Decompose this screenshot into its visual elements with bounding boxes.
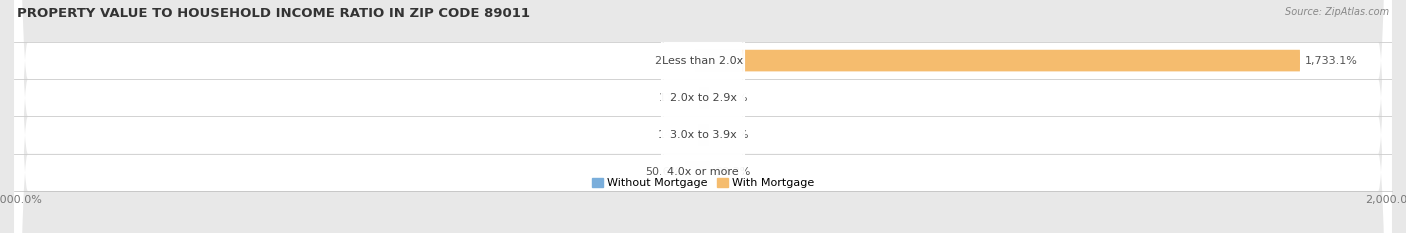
FancyBboxPatch shape: [699, 87, 703, 109]
FancyBboxPatch shape: [14, 0, 1392, 233]
FancyBboxPatch shape: [14, 0, 1392, 233]
Text: Source: ZipAtlas.com: Source: ZipAtlas.com: [1285, 7, 1389, 17]
FancyBboxPatch shape: [697, 124, 703, 146]
FancyBboxPatch shape: [703, 162, 710, 183]
Text: 1,733.1%: 1,733.1%: [1305, 56, 1358, 65]
Legend: Without Mortgage, With Mortgage: Without Mortgage, With Mortgage: [592, 178, 814, 188]
Text: 4.0x or more: 4.0x or more: [668, 168, 738, 177]
FancyBboxPatch shape: [703, 50, 1301, 71]
FancyBboxPatch shape: [703, 124, 709, 146]
Text: PROPERTY VALUE TO HOUSEHOLD INCOME RATIO IN ZIP CODE 89011: PROPERTY VALUE TO HOUSEHOLD INCOME RATIO…: [17, 7, 530, 20]
Text: 3.0x to 3.9x: 3.0x to 3.9x: [669, 130, 737, 140]
FancyBboxPatch shape: [14, 0, 1392, 233]
FancyBboxPatch shape: [661, 0, 745, 233]
Text: 14.4%: 14.4%: [658, 130, 693, 140]
Text: 50.6%: 50.6%: [645, 168, 681, 177]
Text: 2.0x to 2.9x: 2.0x to 2.9x: [669, 93, 737, 103]
FancyBboxPatch shape: [703, 87, 709, 109]
FancyBboxPatch shape: [661, 0, 745, 233]
Text: Less than 2.0x: Less than 2.0x: [662, 56, 744, 65]
FancyBboxPatch shape: [661, 0, 745, 233]
FancyBboxPatch shape: [695, 50, 703, 71]
Text: 20.3%: 20.3%: [716, 168, 751, 177]
Text: 23.0%: 23.0%: [655, 56, 690, 65]
FancyBboxPatch shape: [14, 0, 1392, 233]
Text: 14.9%: 14.9%: [713, 93, 749, 103]
Text: 11.5%: 11.5%: [658, 93, 695, 103]
Text: 17.4%: 17.4%: [714, 130, 749, 140]
FancyBboxPatch shape: [686, 162, 703, 183]
FancyBboxPatch shape: [661, 0, 745, 233]
